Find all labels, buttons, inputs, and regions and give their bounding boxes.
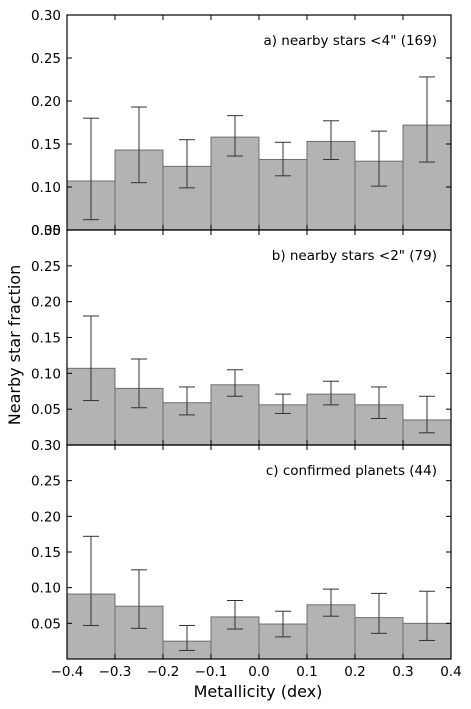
error-bar <box>371 592 387 634</box>
error-bar <box>275 141 291 177</box>
error-bar <box>371 130 387 187</box>
error-bar <box>131 106 147 184</box>
y-tick-label: 0.05 <box>31 402 61 418</box>
x-tick-label: 0.4 <box>440 664 461 680</box>
y-tick-label: 0.15 <box>31 331 61 347</box>
x-tick-label: 0.3 <box>392 664 413 680</box>
error-bar <box>323 380 339 406</box>
y-tick-label: 0.15 <box>31 545 61 561</box>
y-tick-label: 0.20 <box>31 295 61 311</box>
x-axis-label: Metallicity (dex) <box>194 682 323 701</box>
x-tick-label: 0.2 <box>344 664 365 680</box>
bar-group <box>67 535 451 659</box>
panel-1: 0.05 0.10 0.15 0.20 0.25 0.30 a) nearby stars … <box>31 8 452 239</box>
y-tick-label: 0.30 <box>31 223 61 239</box>
y-tick-label: 0.05 <box>31 616 61 632</box>
error-bar <box>179 386 195 416</box>
error-bar <box>83 535 99 626</box>
y-tick-label: 0.25 <box>31 51 61 67</box>
x-tick-label: 0.1 <box>296 664 317 680</box>
error-bar <box>371 386 387 419</box>
y-axis-label: Nearby star fraction <box>5 265 24 425</box>
error-bar <box>179 139 195 189</box>
y-tick-label: 0.25 <box>31 474 61 490</box>
panel-label: c) confirmed planets (44) <box>266 463 437 479</box>
error-bar <box>83 315 99 402</box>
x-tick-label: 0.0 <box>248 664 269 680</box>
histogram-bar <box>210 616 260 659</box>
x-tick-label: −0.4 <box>51 664 84 680</box>
y-tick-label: 0.10 <box>31 180 61 196</box>
error-bar <box>131 569 147 629</box>
bar-group <box>67 76 451 230</box>
error-bar <box>275 393 291 414</box>
y-tick-label: 0.30 <box>31 8 61 24</box>
error-bar <box>419 395 435 434</box>
y-tick-label: 0.15 <box>31 137 61 153</box>
y-tick-label: 0.20 <box>31 509 61 525</box>
error-bar <box>227 600 243 630</box>
error-bar <box>419 76 435 163</box>
panel-2: 0.05 0.10 0.15 0.20 0.25 0.30 b) nearby stars … <box>31 223 452 446</box>
bar-group <box>67 315 451 445</box>
error-bar <box>323 120 339 160</box>
error-bar <box>323 588 339 617</box>
error-bar <box>227 115 243 157</box>
x-axis: −0.4 −0.3 −0.2 −0.1 0.0 0.1 0.2 0.3 0.4 <box>51 664 462 680</box>
y-tick-label: 0.05 <box>31 223 61 239</box>
x-tick-label: −0.2 <box>147 664 180 680</box>
error-bar <box>227 369 243 397</box>
error-bar <box>419 590 435 641</box>
panel-label: b) nearby stars <2" (79) <box>272 248 437 264</box>
panel-label: a) nearby stars <4" (169) <box>263 33 437 49</box>
x-tick-label: −0.1 <box>195 664 228 680</box>
panel-3: 0.05 0.10 0.15 0.20 0.25 0.30 c) confirmed pla… <box>31 438 452 660</box>
y-tick-label: 0.30 <box>31 438 61 454</box>
y-tick-label: 0.20 <box>31 94 61 110</box>
error-bar <box>131 358 147 409</box>
y-tick-label: 0.25 <box>31 259 61 275</box>
y-tick-label: 0.10 <box>31 366 61 382</box>
error-bar <box>275 610 291 638</box>
x-tick-label: −0.3 <box>99 664 132 680</box>
error-bar <box>83 117 99 221</box>
chart-panels: 0.05 0.10 0.15 0.20 0.25 0.30 a) nearby stars … <box>31 8 452 660</box>
y-tick-label: 0.10 <box>31 581 61 597</box>
error-bar <box>179 624 195 651</box>
